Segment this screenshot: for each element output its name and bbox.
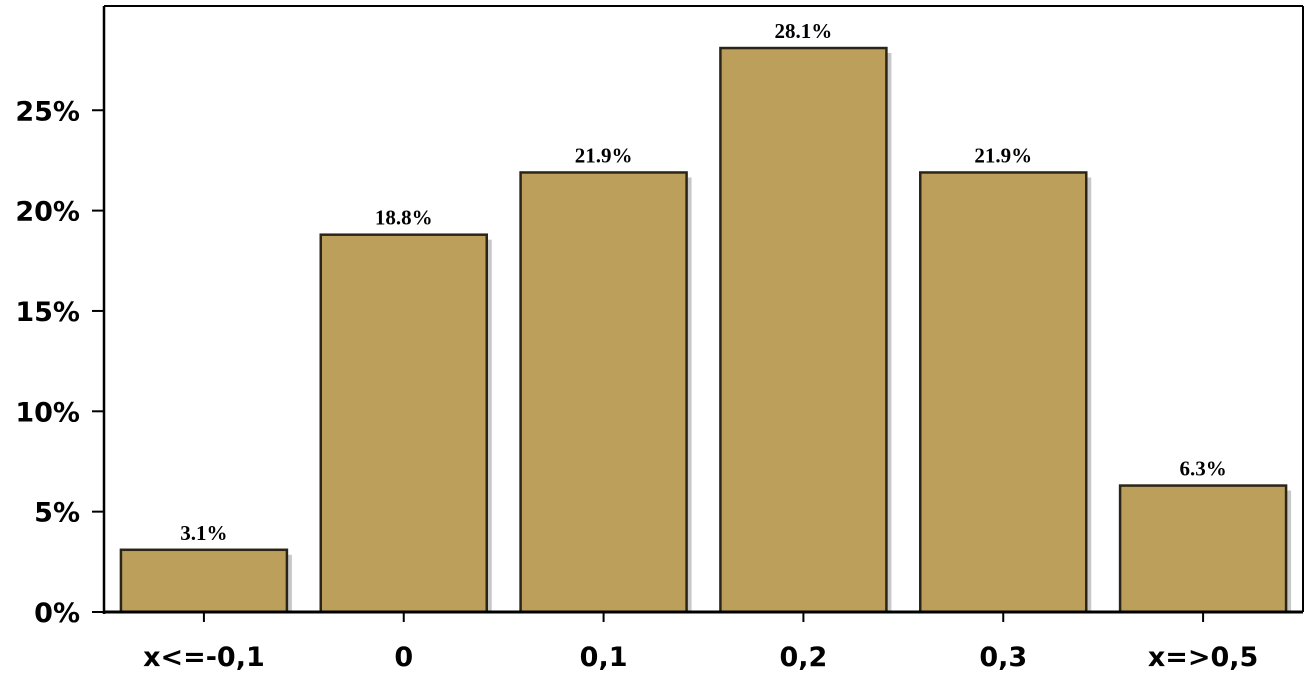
axes-group: x<=-0,1 0 0,1 0,2 0,3 x=>0,5 0% 5% 10% 15% 20% 25% [15,5,1304,673]
y-tick-label-5: 25% [15,96,80,127]
bar-2 [519,171,688,614]
bar-3 [719,46,888,614]
bars-group [119,46,1292,614]
bar-4 [919,171,1088,614]
y-tick-label-3: 15% [15,297,80,328]
data-label-4: 21.9% [974,143,1032,167]
x-tick-label-3: 0,2 [779,642,827,673]
x-tick-label-1: 0 [394,642,413,673]
data-label-3: 28.1% [775,19,833,43]
data-labels-group: 3.1% 18.8% 21.9% 28.1% 21.9% 6.3% [180,19,1226,545]
data-label-0: 3.1% [180,521,227,545]
data-label-2: 21.9% [575,143,633,167]
data-label-5: 6.3% [1179,457,1226,481]
bar-5 [1118,484,1288,614]
y-tick-label-1: 5% [34,498,80,529]
x-tick-label-4: 0,3 [979,642,1027,673]
bar-0 [119,548,289,614]
y-tick-label-2: 10% [15,397,80,428]
x-tick-label-2: 0,1 [580,642,628,673]
y-tick-label-0: 0% [34,598,80,629]
data-label-1: 18.8% [375,206,433,230]
x-tick-label-5: x=>0,5 [1148,642,1259,673]
y-tick-label-4: 20% [15,197,80,228]
bar-1 [319,233,488,614]
x-tick-label-0: x<=-0,1 [143,642,265,673]
